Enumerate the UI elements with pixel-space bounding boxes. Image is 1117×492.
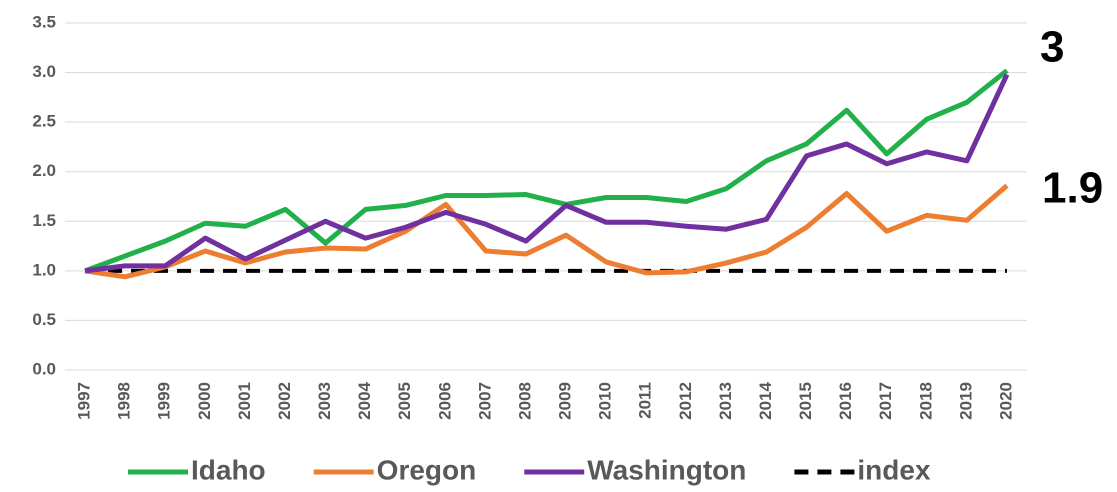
legend-label: Oregon [377,454,477,485]
x-tick-label: 2011 [636,382,655,419]
x-tick-label: 2019 [956,382,975,420]
x-tick-label: 2007 [475,382,494,420]
y-tick-label: 3.5 [32,12,56,31]
x-tick-label: 2003 [315,382,334,420]
x-tick-label: 1998 [115,382,134,420]
y-tick-label: 1.5 [32,211,56,230]
annotation: 1.9 [1042,164,1103,213]
line-series [84,68,1009,274]
y-tick-label: 0.5 [32,310,56,329]
line-series [84,73,1010,274]
y-tick-label: 2.5 [32,112,56,131]
x-tick-label: 2006 [435,382,454,420]
y-tick-label: 0.0 [32,359,56,378]
x-tick-label: 2012 [676,382,695,420]
x-tick-label: 2018 [916,382,935,420]
legend-label: Washington [587,454,746,485]
y-tick-label: 3.0 [32,62,56,81]
annotation: 3 [1040,23,1064,72]
x-tick-label: 2009 [556,382,575,420]
y-tick-label: 2.0 [32,161,56,180]
legend-label: Idaho [191,454,266,485]
x-tick-label: 2015 [796,382,815,420]
legend-label: index [857,454,931,485]
x-tick-label: 2002 [275,382,294,420]
x-tick-label: 2000 [195,382,214,420]
x-tick-label: 1997 [75,382,94,420]
y-tick-label: 1.0 [32,260,56,279]
x-tick-label: 2008 [515,382,534,420]
x-tick-label: 2005 [395,382,414,420]
x-tick-label: 1999 [155,382,174,420]
x-tick-label: 2001 [235,382,254,420]
x-tick-label: 2020 [996,382,1015,420]
x-tick-label: 2017 [876,382,895,420]
x-tick-label: 2004 [355,381,374,419]
x-tick-label: 2014 [756,381,775,419]
x-tick-label: 2010 [596,382,615,420]
x-tick-label: 2013 [716,382,735,420]
line-series [84,183,1009,280]
x-tick-label: 2016 [836,382,855,420]
